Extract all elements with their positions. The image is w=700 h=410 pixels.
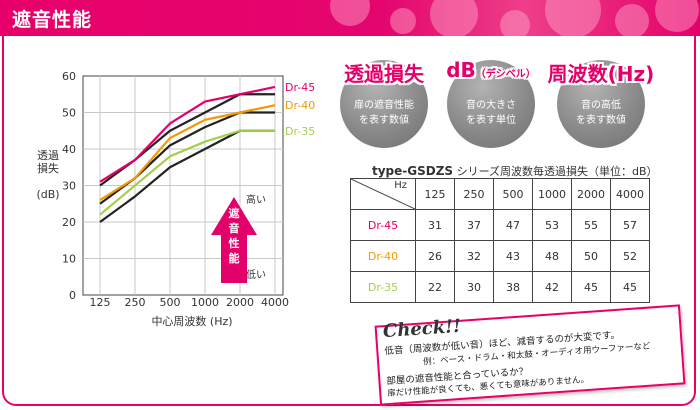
table-cell: 48 xyxy=(532,240,572,272)
table-cell: 52 xyxy=(610,240,650,272)
decor-dot xyxy=(655,0,699,32)
y-tick-label: 20 xyxy=(62,216,76,229)
table-header-cell: 2000 xyxy=(571,178,611,210)
y-tick-label: 30 xyxy=(62,180,76,193)
circle-title: dB（デシベル） xyxy=(446,58,536,82)
decor-dot xyxy=(615,4,649,36)
transmission-loss-circle: 透過損失 扉の遮音性能 を表す数値 xyxy=(340,60,428,148)
table-cell: 53 xyxy=(532,209,572,241)
table-cell: 38 xyxy=(493,271,533,303)
x-tick-label: 125 xyxy=(90,296,111,309)
y-tick-label: 60 xyxy=(62,70,76,83)
arrow-label-1: 遮 xyxy=(229,206,240,220)
frequency-circle: 周波数(Hz) 音の高低 を表す数値 xyxy=(548,60,654,148)
x-tick-label: 500 xyxy=(160,296,181,309)
y-axis-unit: (dB) xyxy=(36,188,59,201)
table-cell: 50 xyxy=(571,240,611,272)
table-header-cell: 250 xyxy=(454,178,494,210)
legend-dr-40: Dr-40 xyxy=(285,99,315,112)
table-corner: Hz xyxy=(350,178,416,210)
table-cell: 31 xyxy=(415,209,455,241)
table-cell: 43 xyxy=(493,240,533,272)
table-cell: 32 xyxy=(454,240,494,272)
page-title: 遮音性能 xyxy=(12,9,93,31)
x-tick-label: 4000 xyxy=(261,296,289,309)
table-row: Dr-35 22 30 38 42 45 45 xyxy=(350,271,650,303)
series-line-dr-35 xyxy=(99,129,275,216)
decibel-circle: dB（デシベル） 音の大きさ を表す単位 xyxy=(446,58,536,148)
table-header-row: Hz 125 250 500 1000 2000 4000 xyxy=(350,178,650,210)
decor-dot xyxy=(390,8,416,34)
table-cell: 26 xyxy=(415,240,455,272)
table-title: type-GSDZS シリーズ周波数毎透過損失（単位：dB） xyxy=(372,164,658,178)
table-cell: 45 xyxy=(571,271,611,303)
row-label-dr45: Dr-45 xyxy=(350,209,416,241)
transmission-loss-chart: 0 10 20 30 40 50 60 125 250 500 1000 2000 4000 Dr-45… xyxy=(36,70,315,328)
table-header-cell: 1000 xyxy=(532,178,572,210)
chart-lines xyxy=(99,85,276,223)
table-cell: 37 xyxy=(454,209,494,241)
table-row: Dr-45 31 37 47 53 55 57 xyxy=(350,209,650,241)
decor-dot xyxy=(430,0,478,36)
table-cell: 45 xyxy=(610,271,650,303)
row-label-dr35: Dr-35 xyxy=(350,271,416,303)
table-cell: 42 xyxy=(532,271,572,303)
arrow-label-2: 音 xyxy=(229,221,240,235)
arrow-low-label: 低い xyxy=(246,268,266,281)
circle-title: 周波数(Hz) xyxy=(547,62,655,86)
table-cell: 55 xyxy=(571,209,611,241)
arrow-label-3: 性 xyxy=(229,236,240,250)
circle-desc: 音の大きさ を表す単位 xyxy=(466,100,516,126)
arrow-label-4: 能 xyxy=(229,251,240,265)
decor-dot xyxy=(500,10,530,36)
chart-legend: Dr-45 Dr-40 Dr-35 xyxy=(285,81,315,138)
table-header-cell: 4000 xyxy=(610,178,650,210)
table-header-cell: 500 xyxy=(493,178,533,210)
x-tick-label: 250 xyxy=(125,296,146,309)
table-cell: 57 xyxy=(610,209,650,241)
series-line-dr-40 xyxy=(99,104,276,202)
circle-title: 透過損失 xyxy=(344,62,424,86)
row-label-dr40: Dr-40 xyxy=(350,240,416,272)
table-cell: 22 xyxy=(415,271,455,303)
content-frame xyxy=(2,36,696,406)
circle-desc: 音の高低 を表す数値 xyxy=(576,100,626,126)
legend-dr-45: Dr-45 xyxy=(285,81,315,94)
x-tick-label: 2000 xyxy=(226,296,254,309)
table-cell: 47 xyxy=(493,209,533,241)
arrow-high-label: 高い xyxy=(246,193,266,206)
table-cell: 30 xyxy=(454,271,494,303)
legend-dr-35: Dr-35 xyxy=(285,125,315,138)
y-tick-label: 40 xyxy=(62,143,76,156)
hz-label: Hz xyxy=(394,180,407,191)
x-tick-label: 1000 xyxy=(191,296,219,309)
y-axis-label: 透過損失 xyxy=(37,149,59,175)
y-tick-label: 50 xyxy=(62,107,76,120)
loss-table: Hz 125 250 500 1000 2000 4000 Dr-45 31 3… xyxy=(350,178,650,303)
header-bar: 遮音性能 xyxy=(0,0,700,36)
series-line-dr-45 xyxy=(99,85,276,183)
sound-insulation-arrow xyxy=(211,197,257,283)
table-row: Dr-40 26 32 43 48 50 52 xyxy=(350,240,650,272)
decor-dot xyxy=(545,0,601,36)
y-tick-label: 0 xyxy=(69,289,76,302)
table-header-cell: 125 xyxy=(415,178,455,210)
x-axis-label: 中心周波数 (Hz) xyxy=(151,315,232,328)
chart-ticks: 0 10 20 30 40 50 60 125 250 500 1000 2000 4000 xyxy=(62,70,289,309)
y-tick-label: 10 xyxy=(62,253,76,266)
circle-desc: 扉の遮音性能 を表す数値 xyxy=(354,100,414,126)
